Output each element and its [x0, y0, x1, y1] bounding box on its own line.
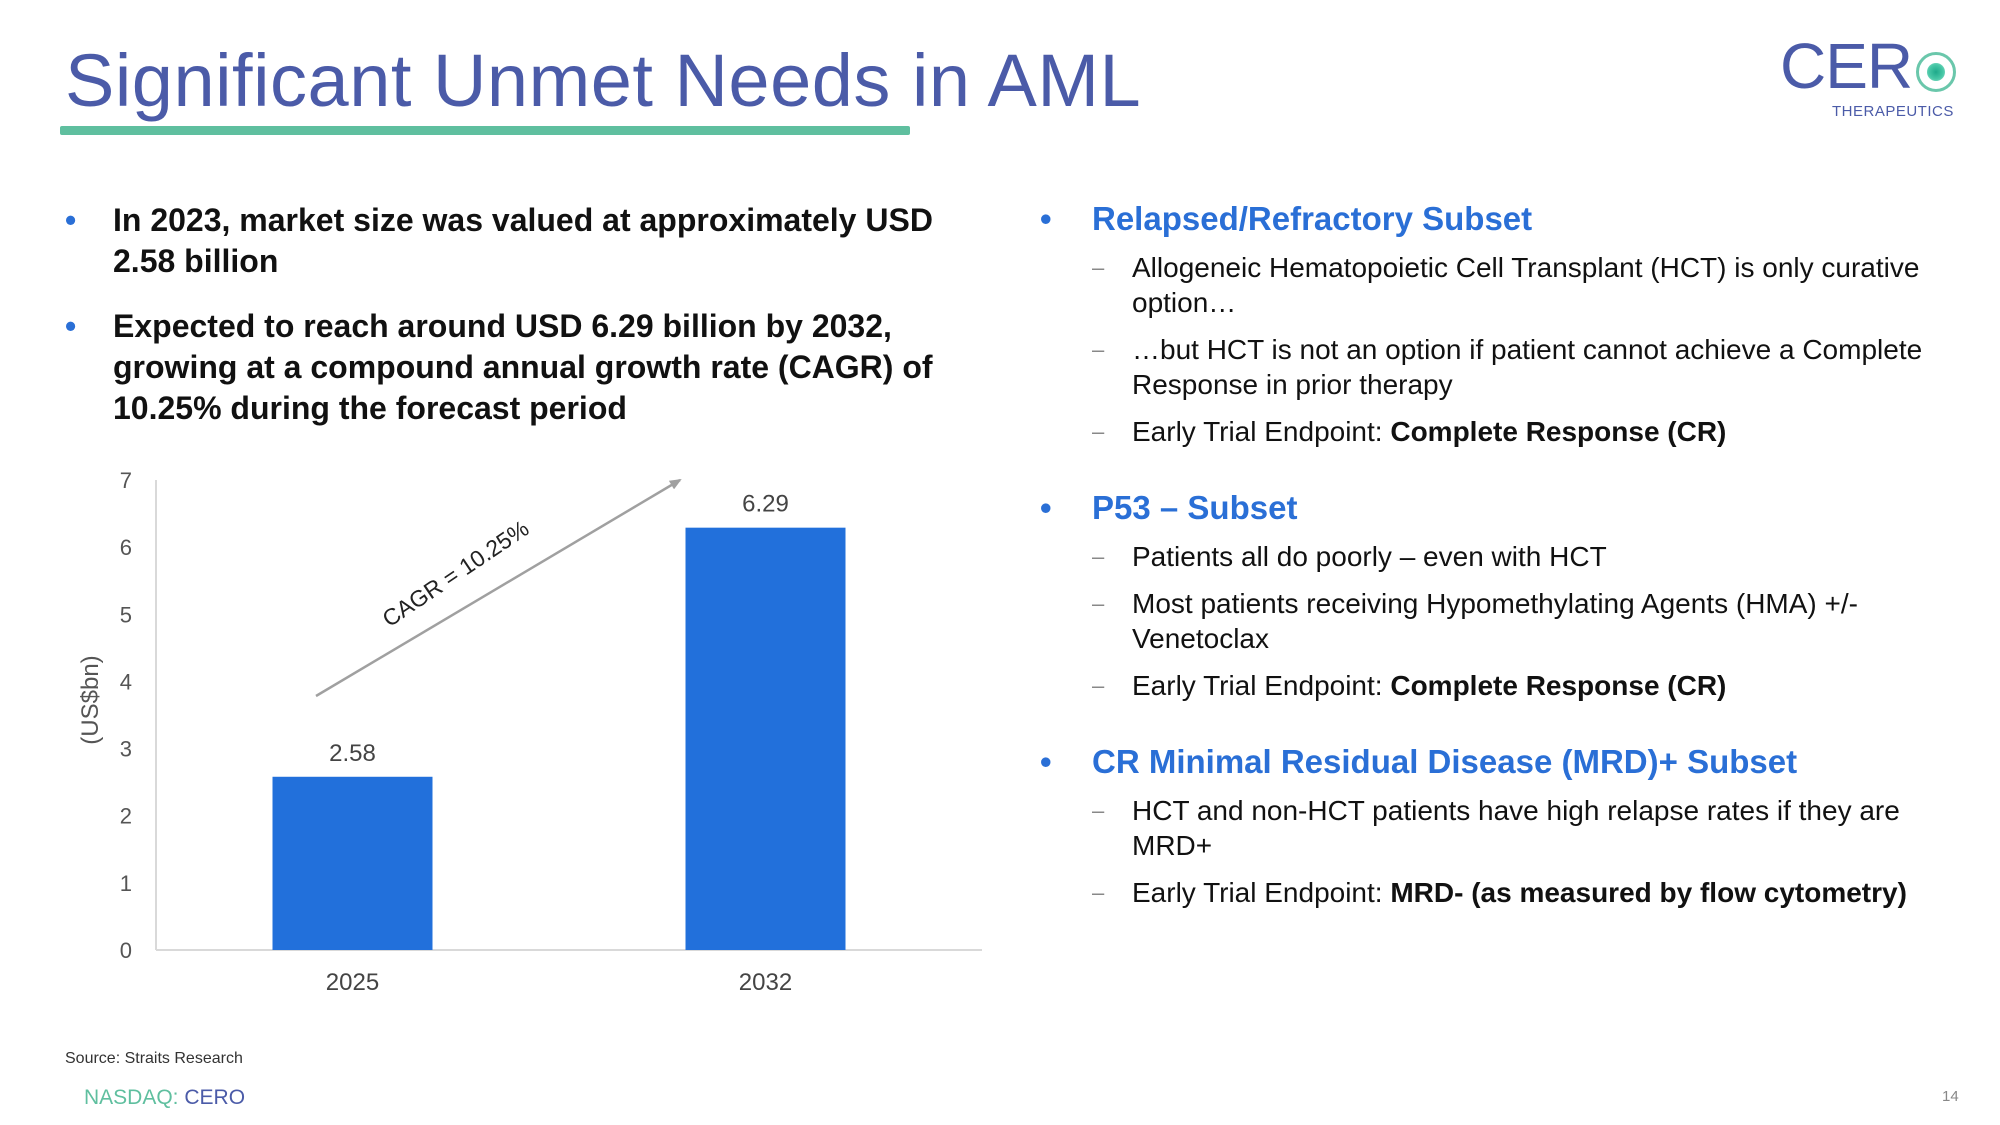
sub-item-text: Early Trial Endpoint:: [1132, 416, 1391, 447]
bullet-icon: •: [65, 308, 77, 344]
bullet-market-size: • In 2023, market size was valued at app…: [65, 200, 965, 282]
ticker-prefix: NASDAQ:: [84, 1086, 179, 1109]
bar-2032: [685, 527, 846, 950]
section-heading: • Relapsed/Refractory Subset: [1040, 198, 1980, 240]
page-number: 14: [1942, 1088, 1959, 1105]
y-tick-label: 7: [120, 468, 132, 493]
sub-item-text: Early Trial Endpoint:: [1132, 670, 1391, 701]
section-heading-text: P53 – Subset: [1092, 489, 1298, 526]
sub-item-text: Patients all do poorly – even with HCT: [1132, 541, 1607, 572]
y-tick-label: 1: [120, 871, 132, 896]
sub-item-text: Allogeneic Hematopoietic Cell Transplant…: [1132, 252, 1920, 318]
ticker-symbol: CERO: [178, 1086, 246, 1109]
sub-item-text: Early Trial Endpoint:: [1132, 877, 1391, 908]
logo-subtitle: THERAPEUTICS: [1832, 103, 1954, 120]
y-tick-label: 6: [120, 535, 132, 560]
bullet-icon: •: [1040, 489, 1052, 526]
bullet-market-forecast: • Expected to reach around USD 6.29 bill…: [65, 306, 965, 429]
bullet-text: Expected to reach around USD 6.29 billio…: [113, 308, 933, 426]
section-heading: • CR Minimal Residual Disease (MRD)+ Sub…: [1040, 741, 1980, 783]
dash-icon: –: [1092, 880, 1105, 905]
sub-item: – Allogeneic Hematopoietic Cell Transplan…: [1040, 250, 1980, 320]
endpoint-value: Complete Response (CR): [1390, 416, 1727, 447]
y-tick-label: 2: [120, 804, 132, 829]
sub-item: – Most patients receiving Hypomethylating…: [1040, 586, 1980, 656]
cagr-trend-arrow: [315, 478, 682, 698]
bullet-icon: •: [1040, 200, 1052, 237]
sub-item-text: …but HCT is not an option if patient can…: [1132, 334, 1923, 400]
dash-icon: –: [1092, 544, 1105, 569]
y-tick-label: 5: [120, 602, 132, 627]
nasdaq-ticker: NASDAQ: CERO: [84, 1086, 245, 1110]
dash-icon: –: [1092, 591, 1105, 616]
y-axis-label: (US$bn): [77, 655, 104, 744]
bar-data-label: 6.29: [742, 491, 789, 518]
section-heading-text: CR Minimal Residual Disease (MRD)+ Subse…: [1092, 743, 1798, 780]
sub-item: – Patients all do poorly – even with HCT: [1040, 539, 1980, 574]
company-logo: CER THERAPEUTICS: [1780, 34, 1965, 125]
sub-item-endpoint: – Early Trial Endpoint: MRD- (as measured…: [1040, 875, 1980, 910]
teal-circle-o-icon: [1916, 52, 1956, 92]
dash-icon: –: [1092, 419, 1105, 444]
sub-item-text: HCT and non-HCT patients have high relap…: [1132, 795, 1900, 861]
subset-list: • Relapsed/Refractory Subset – Allogeneic…: [1040, 198, 1980, 948]
x-tick-label: 2032: [739, 969, 792, 996]
dash-icon: –: [1092, 255, 1105, 280]
endpoint-value: MRD- (as measured by flow cytometry): [1390, 877, 1907, 908]
dash-icon: –: [1092, 337, 1105, 362]
dash-icon: –: [1092, 798, 1105, 823]
market-bullets: • In 2023, market size was valued at app…: [65, 200, 965, 453]
title-underline: [60, 126, 910, 135]
sub-item: – …but HCT is not an option if patient ca…: [1040, 332, 1980, 402]
section-heading: • P53 – Subset: [1040, 487, 1980, 529]
sub-item-text: Most patients receiving Hypomethylating …: [1132, 588, 1858, 654]
section-cr-mrd: • CR Minimal Residual Disease (MRD)+ Sub…: [1040, 741, 1980, 910]
bullet-icon: •: [65, 202, 77, 238]
dash-icon: –: [1092, 673, 1105, 698]
sub-item: – HCT and non-HCT patients have high rela…: [1040, 793, 1980, 863]
endpoint-value: Complete Response (CR): [1390, 670, 1727, 701]
bar-2025: [272, 776, 433, 950]
section-heading-text: Relapsed/Refractory Subset: [1092, 200, 1533, 237]
sub-item-endpoint: – Early Trial Endpoint: Complete Response…: [1040, 414, 1980, 449]
bullet-text: In 2023, market size was valued at appro…: [113, 202, 933, 279]
y-tick-label: 3: [120, 737, 132, 762]
y-tick-label: 4: [120, 669, 132, 694]
bar-data-label: 2.58: [329, 740, 376, 767]
page-title: Significant Unmet Needs in AML: [65, 39, 1142, 122]
section-relapsed-refractory: • Relapsed/Refractory Subset – Allogeneic…: [1040, 198, 1980, 449]
y-tick-label: 0: [120, 938, 132, 963]
bullet-icon: •: [1040, 743, 1052, 780]
source-note: Source: Straits Research: [65, 1050, 243, 1067]
logo-wordmark: CER: [1780, 30, 1913, 102]
sub-item-endpoint: – Early Trial Endpoint: Complete Response…: [1040, 668, 1980, 703]
x-tick-label: 2025: [326, 969, 379, 996]
section-p53: • P53 – Subset – Patients all do poorly –…: [1040, 487, 1980, 703]
